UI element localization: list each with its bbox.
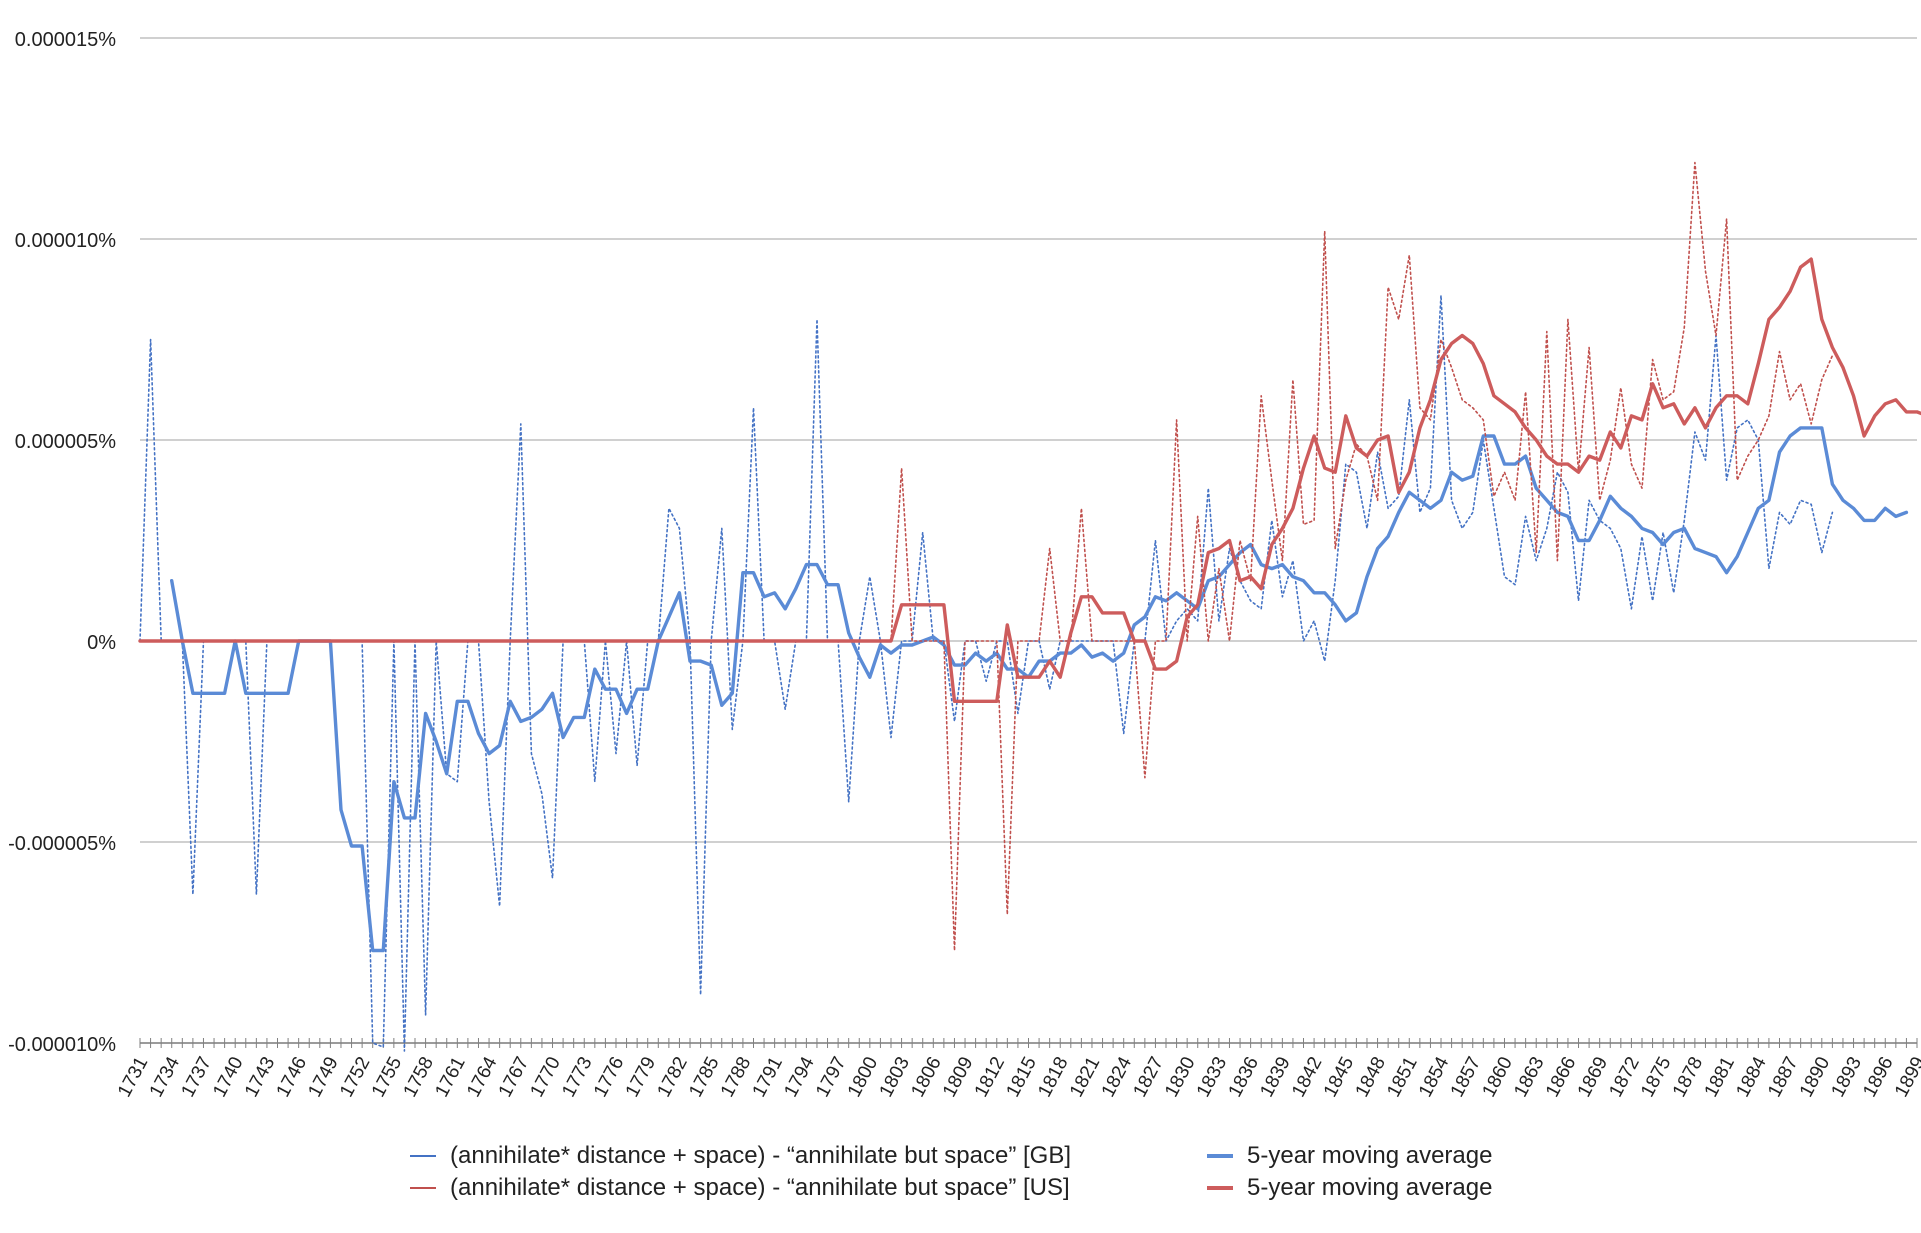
- y-axis-tick-labels: 0.000015% 0.000010% 0.000005% 0% -0.000005% -…: [8, 29, 116, 1056]
- legend-label-gb-average: 5-year moving average: [1247, 1142, 1493, 1169]
- x-axis: 1731173417371740174317461749175217551758…: [114, 1038, 1921, 1101]
- legend-swatch-gb-average: [1207, 1154, 1233, 1158]
- series-line-us-moving-average: [138, 257, 1921, 703]
- x-tick-label: 1893: [1828, 1053, 1866, 1100]
- x-tick-label: 1833: [1193, 1053, 1231, 1100]
- x-tick-label: 1752: [336, 1053, 374, 1100]
- legend-label-us-average: 5-year moving average: [1247, 1174, 1493, 1201]
- series-line-gb-moving-average: [169, 426, 1909, 953]
- x-tick-label: 1749: [304, 1053, 342, 1100]
- x-tick-label: 1881: [1701, 1053, 1739, 1100]
- x-tick-label: 1791: [749, 1053, 787, 1100]
- x-tick-label: 1890: [1796, 1053, 1834, 1100]
- x-tick-label: 1854: [1415, 1053, 1454, 1101]
- x-tick-label: 1800: [844, 1053, 882, 1100]
- chart-legend: (annihilate* distance + space) - “annihi…: [410, 1142, 1530, 1212]
- legend-item-us-average: 5-year moving average: [1207, 1174, 1492, 1202]
- y-tick-label: -0.000010%: [8, 1034, 116, 1056]
- x-tick-label: 1806: [907, 1053, 945, 1100]
- x-tick-label: 1896: [1859, 1053, 1897, 1100]
- x-tick-label: 1758: [400, 1053, 438, 1100]
- x-tick-label: 1857: [1447, 1053, 1485, 1100]
- y-tick-label: 0%: [87, 632, 116, 654]
- x-tick-label: 1875: [1637, 1053, 1675, 1100]
- series-line-us: [139, 161, 1834, 952]
- x-tick-label: 1842: [1288, 1053, 1326, 1100]
- x-tick-label: 1785: [685, 1053, 723, 1100]
- legend-item-gb-average: 5-year moving average: [1207, 1142, 1492, 1170]
- x-tick-label: 1860: [1479, 1053, 1517, 1100]
- x-tick-label: 1764: [463, 1053, 502, 1101]
- x-tick-label: 1770: [527, 1053, 565, 1100]
- x-tick-label: 1773: [558, 1053, 596, 1100]
- x-tick-label: 1812: [971, 1053, 1009, 1100]
- x-tick-label: 1794: [780, 1053, 819, 1101]
- x-tick-label: 1869: [1574, 1053, 1612, 1100]
- x-tick-label: 1737: [177, 1053, 215, 1100]
- legend-item-us-raw: (annihilate* distance + space) - “annihi…: [410, 1174, 1070, 1202]
- x-tick-label: 1899: [1891, 1053, 1921, 1100]
- x-tick-label: 1848: [1352, 1053, 1390, 1100]
- x-tick-label: 1809: [939, 1053, 977, 1100]
- gridlines: [140, 37, 1917, 1044]
- x-tick-label: 1767: [495, 1053, 533, 1100]
- x-tick-label: 1755: [368, 1053, 406, 1100]
- legend-label-gb-raw: (annihilate* distance + space) - “annihi…: [450, 1142, 1072, 1169]
- x-tick-label: 1887: [1764, 1053, 1802, 1100]
- legend-swatch-us-average: [1207, 1186, 1233, 1190]
- x-tick-label: 1746: [273, 1053, 311, 1100]
- legend-swatch-gb-raw: [410, 1155, 436, 1157]
- series-line-gb: [139, 294, 1834, 1052]
- x-tick-label: 1734: [146, 1053, 185, 1101]
- x-tick-label: 1779: [622, 1053, 660, 1100]
- y-tick-label: 0.000010%: [15, 230, 116, 252]
- x-tick-label: 1803: [876, 1053, 914, 1100]
- x-tick-label: 1884: [1732, 1053, 1771, 1101]
- x-tick-label: 1836: [1225, 1053, 1263, 1100]
- x-tick-label: 1827: [1129, 1053, 1167, 1100]
- x-tick-label: 1815: [1003, 1053, 1041, 1100]
- x-tick-label: 1821: [1066, 1053, 1104, 1100]
- x-tick-label: 1743: [241, 1053, 279, 1100]
- x-tick-label: 1845: [1320, 1053, 1358, 1100]
- legend-item-gb-raw: (annihilate* distance + space) - “annihi…: [410, 1142, 1071, 1170]
- legend-label-us-raw: (annihilate* distance + space) - “annihi…: [450, 1174, 1070, 1201]
- x-tick-label: 1776: [590, 1053, 628, 1100]
- x-tick-label: 1740: [209, 1053, 247, 1100]
- x-tick-label: 1782: [653, 1053, 691, 1100]
- x-tick-label: 1824: [1098, 1053, 1137, 1101]
- x-tick-label: 1830: [1161, 1053, 1199, 1100]
- series-lines: [138, 161, 1921, 1052]
- x-tick-label: 1866: [1542, 1053, 1580, 1100]
- x-tick-label: 1839: [1256, 1053, 1294, 1100]
- y-tick-label: 0.000005%: [15, 431, 116, 453]
- x-tick-label: 1863: [1510, 1053, 1548, 1100]
- x-tick-label: 1731: [114, 1053, 152, 1100]
- y-tick-label: -0.000005%: [8, 833, 116, 855]
- x-tick-label: 1761: [431, 1053, 469, 1100]
- x-tick-label: 1797: [812, 1053, 850, 1100]
- x-tick-label: 1788: [717, 1053, 755, 1100]
- x-tick-label: 1851: [1383, 1053, 1421, 1100]
- x-tick-label: 1818: [1034, 1053, 1072, 1100]
- x-tick-label: 1872: [1605, 1053, 1643, 1100]
- x-tick-label: 1878: [1669, 1053, 1707, 1100]
- y-tick-label: 0.000015%: [15, 29, 116, 51]
- legend-swatch-us-raw: [410, 1187, 436, 1189]
